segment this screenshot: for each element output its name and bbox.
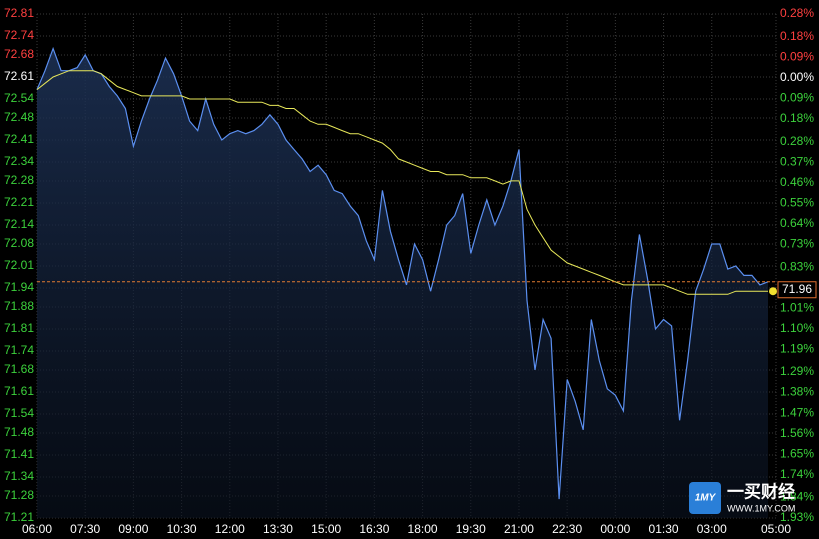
y2-tick-label: 1.93% [780,510,814,524]
logo-box [689,482,721,514]
y2-tick-label: 0.55% [780,195,814,209]
y2-tick-label: 1.65% [780,446,814,460]
brand-url: WWW.1MY.COM [727,503,795,513]
y2-tick-label: 1.10% [780,321,814,335]
x-tick-label: 06:00 [22,522,52,536]
y-tick-label: 72.14 [4,217,34,231]
y2-tick-label: 0.18% [780,111,814,125]
y2-tick-label: 0.28% [780,134,814,148]
y-tick-label: 72.81 [4,6,34,20]
y-tick-label: 72.54 [4,91,34,105]
y-tick-label: 71.28 [4,488,34,502]
x-tick-label: 18:00 [408,522,438,536]
x-tick-label: 16:30 [359,522,389,536]
y-tick-label: 71.88 [4,299,34,313]
y2-tick-label: 0.37% [780,154,814,168]
x-tick-label: 00:00 [600,522,630,536]
x-tick-label: 05:00 [761,522,791,536]
y-tick-label: 71.48 [4,425,34,439]
y2-tick-label: 0.18% [780,29,814,43]
y2-tick-label: 1.29% [780,364,814,378]
y2-tick-label: 1.19% [780,341,814,355]
x-tick-label: 03:00 [697,522,727,536]
y2-tick-label: 1.01% [780,300,814,314]
y2-tick-label: 0.83% [780,259,814,273]
y-tick-label: 71.74 [4,343,34,357]
y-tick-label: 72.41 [4,132,34,146]
y2-tick-label: 1.84% [780,490,814,504]
x-tick-label: 15:00 [311,522,341,536]
y-tick-label: 71.21 [4,510,34,524]
y-tick-label: 72.01 [4,258,34,272]
last-price-label: 71.96 [782,282,812,296]
x-tick-label: 01:30 [649,522,679,536]
y2-tick-label: 1.74% [780,467,814,481]
y-tick-label: 72.74 [4,28,34,42]
x-tick-label: 10:30 [167,522,197,536]
x-tick-label: 07:30 [70,522,100,536]
y2-tick-label: 1.47% [780,405,814,419]
line [36,46,769,500]
y-tick-label: 72.48 [4,110,34,124]
y2-tick-label: 0.09% [780,91,814,105]
watermark: 1MY 一买财经 WWW.1MY.COM [689,481,795,514]
y2-tick-label: 1.56% [780,426,814,440]
y2-tick-label: 1.38% [780,385,814,399]
y2-tick-label: 0.64% [780,216,814,230]
x-tick-label: 12:00 [215,522,245,536]
avg-end-dot [769,287,777,296]
y2-tick-label: 0.73% [780,237,814,251]
y-tick-label: 71.54 [4,406,34,420]
y-tick-label: 72.34 [4,154,34,168]
y-tick-label: 72.21 [4,195,34,209]
x-tick-label: 21:00 [504,522,534,536]
y2-tick-label: 0.46% [780,175,814,189]
y-tick-label: 72.08 [4,236,34,250]
x-tick-label: 13:30 [263,522,293,536]
y-tick-label: 72.61 [4,69,34,83]
x-tick-label: 22:30 [552,522,582,536]
y2-tick-label: 0.00% [780,70,814,84]
area [37,48,768,518]
y-tick-label: 71.34 [4,469,34,483]
y-tick-label: 71.61 [4,384,34,398]
y-tick-label: 71.68 [4,362,34,376]
y-tick-label: 71.94 [4,280,34,294]
y-tick-label: 72.28 [4,173,34,187]
y-tick-label: 71.81 [4,321,34,335]
logo-text: 1MY [695,493,717,504]
brand: 一买财经 [727,481,795,501]
x-tick-label: 19:30 [456,522,486,536]
last-price-box [777,281,817,299]
y-tick-label: 72.68 [4,47,34,61]
y2-tick-label: 0.09% [780,50,814,64]
line [36,70,768,295]
x-tick-label: 09:00 [118,522,148,536]
y2-tick-label: 0.28% [780,6,814,20]
y-tick-label: 71.41 [4,447,34,461]
